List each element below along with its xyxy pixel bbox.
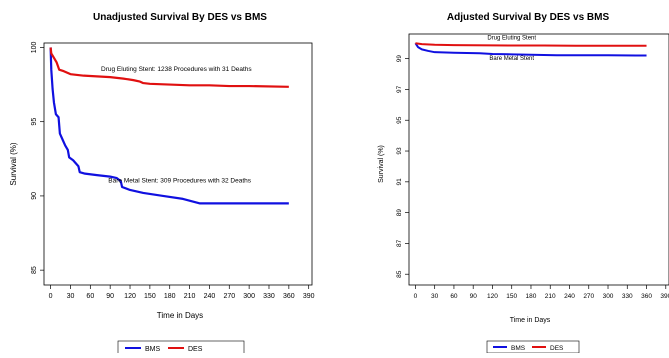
series-line-bms <box>49 47 289 205</box>
x-tick-label: 90 <box>106 293 114 300</box>
y-tick-label: 85 <box>396 270 403 278</box>
x-axis-label: Time in Days <box>157 311 203 320</box>
y-tick-label: 85 <box>31 266 38 274</box>
chart-title: Unadjusted Survival By DES vs BMS <box>93 12 267 23</box>
x-tick-label: 330 <box>263 293 275 300</box>
unadjusted-chart: Unadjusted Survival By DES vs BMS Surviv… <box>9 12 315 356</box>
chart-title: Adjusted Survival By DES vs BMS <box>447 12 610 23</box>
x-tick-label: 60 <box>450 293 458 300</box>
x-tick-label: 120 <box>124 293 136 300</box>
x-tick-label: 300 <box>603 293 614 300</box>
x-tick-label: 270 <box>223 293 235 300</box>
x-tick-label: 390 <box>660 293 669 300</box>
legend-bms-label: BMS <box>145 346 161 353</box>
legend: BMS DES <box>117 340 245 356</box>
legend: BMS DES <box>486 340 580 354</box>
y-axis-label: Survival (%) <box>378 145 385 183</box>
x-tick-label: 150 <box>144 293 156 300</box>
x-tick-label: 240 <box>204 293 216 300</box>
curve-annotation: Drug Eluting Stent <box>487 35 536 41</box>
y-tick-label: 90 <box>31 192 38 200</box>
x-tick-label: 180 <box>164 293 176 300</box>
series-line-des <box>415 42 647 47</box>
legend-des-label: DES <box>188 346 203 353</box>
x-tick-label: 360 <box>283 293 295 300</box>
x-tick-label: 120 <box>487 293 498 300</box>
x-tick-label: 270 <box>583 293 594 300</box>
y-axis-label: Survival (%) <box>9 142 18 185</box>
x-tick-label: 210 <box>184 293 196 300</box>
plot-frame <box>408 33 669 286</box>
y-tick-label: 95 <box>396 116 403 124</box>
y-tick-label: 91 <box>396 178 403 186</box>
series-line-bms <box>414 42 647 57</box>
x-tick-label: 240 <box>564 293 575 300</box>
x-tick-label: 30 <box>431 293 439 300</box>
legend-bms-label: BMS <box>511 345 526 352</box>
x-tick-label: 210 <box>545 293 556 300</box>
curve-annotation: Bare Metal Stent <box>489 56 534 62</box>
x-tick-label: 330 <box>622 293 633 300</box>
x-tick-label: 300 <box>243 293 255 300</box>
y-tick-label: 97 <box>396 85 403 93</box>
curve-annotation: Drug Eluting Stent: 1238 Procedures with… <box>101 66 252 73</box>
legend-des-label: DES <box>550 345 564 352</box>
x-tick-label: 390 <box>303 293 315 300</box>
curve-annotation: Bare Metal Stent: 309 Procedures with 32… <box>108 178 251 185</box>
series-line-des <box>49 47 289 88</box>
x-tick-label: 0 <box>49 293 53 300</box>
x-tick-label: 360 <box>641 293 652 300</box>
x-tick-label: 150 <box>506 293 517 300</box>
x-tick-label: 90 <box>470 293 478 300</box>
y-tick-label: 95 <box>31 118 38 126</box>
x-axis-label: Time in Days <box>510 317 551 324</box>
x-tick-label: 0 <box>414 293 418 300</box>
plot-frame <box>43 42 313 286</box>
y-tick-label: 87 <box>396 239 403 247</box>
x-tick-label: 30 <box>67 293 75 300</box>
x-tick-label: 180 <box>526 293 537 300</box>
x-tick-label: 60 <box>86 293 94 300</box>
y-tick-label: 89 <box>396 209 403 217</box>
y-tick-label: 93 <box>396 147 403 155</box>
y-tick-label: 100 <box>31 42 38 54</box>
adjusted-chart: Adjusted Survival By DES vs BMS Survival… <box>378 12 669 354</box>
y-tick-label: 99 <box>396 55 403 63</box>
